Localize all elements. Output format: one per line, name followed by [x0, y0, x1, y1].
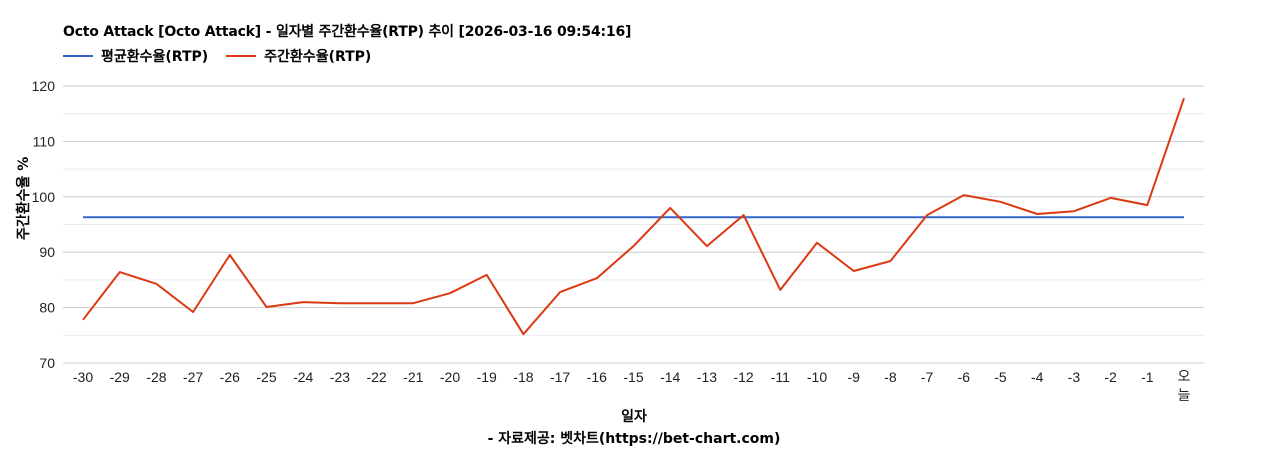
x-tick-label: -15 [623, 369, 643, 385]
gridlines [63, 85, 1204, 364]
x-tick-label: -28 [146, 369, 166, 385]
x-tick-label: -16 [587, 369, 607, 385]
x-tick-label: -5 [994, 369, 1007, 385]
series-lines [82, 97, 1185, 336]
x-tick-label: -4 [1031, 369, 1044, 385]
x-tick-label: 늘 [1178, 387, 1191, 403]
x-tick-label: -19 [477, 369, 497, 385]
legend-label-average: 평균환수율(RTP) [101, 49, 209, 65]
x-tick-label: -13 [697, 369, 717, 385]
x-tick-label: -22 [366, 369, 386, 385]
data-credit: - 자료제공: 벳차트(https://bet-chart.com) [487, 431, 781, 447]
x-tick-label: -20 [440, 369, 460, 385]
y-tick-label: 120 [32, 78, 56, 94]
y-axis-label: 주간환수율 % [16, 156, 32, 240]
y-tick-label: 110 [33, 133, 56, 149]
x-tick-label: -29 [110, 369, 130, 385]
x-tick-label: -25 [256, 369, 276, 385]
x-tick-label: -2 [1104, 369, 1117, 385]
x-tick-label: -11 [771, 369, 790, 385]
x-tick-label: -14 [660, 369, 680, 385]
legend-item-weekly[interactable]: 주간환수율(RTP) [226, 46, 371, 66]
legend-item-average[interactable]: 평균환수율(RTP) [63, 46, 208, 66]
series-line-weekly[interactable] [82, 97, 1185, 336]
x-axis-ticks: -30 -29 -28 -27 -26 -25 -24 -23 -22 -21 -20 -19 -18 -… [73, 368, 1191, 403]
x-tick-label: 오 [1178, 368, 1191, 384]
legend: 평균환수율(RTP) 주간환수율(RTP) [63, 46, 389, 66]
x-tick-label: -17 [550, 369, 570, 385]
x-tick-label: -24 [293, 369, 313, 385]
y-axis-ticks: 70 80 90 100 110 120 [32, 78, 56, 371]
legend-swatch-weekly [226, 55, 257, 57]
x-tick-label: -10 [807, 369, 827, 385]
x-tick-label: -6 [958, 369, 971, 385]
x-tick-label: -27 [183, 369, 203, 385]
chart-title: Octo Attack [Octo Attack] - 일자별 주간환수율(RT… [63, 24, 632, 40]
y-tick-label: 70 [39, 355, 55, 371]
y-tick-label: 80 [39, 300, 55, 316]
x-tick-label: -12 [733, 369, 753, 385]
x-tick-label: -9 [847, 369, 860, 385]
x-tick-label: -1 [1141, 369, 1154, 385]
y-tick-label: 90 [39, 244, 55, 260]
x-tick-label: -30 [73, 369, 93, 385]
x-axis-label: 일자 [621, 409, 647, 425]
x-tick-label: -3 [1068, 369, 1081, 385]
x-tick-label: -26 [220, 369, 240, 385]
legend-label-weekly: 주간환수율(RTP) [264, 49, 372, 65]
legend-swatch-average [63, 55, 93, 57]
x-tick-label: -7 [921, 369, 934, 385]
x-tick-label: -23 [330, 369, 350, 385]
x-tick-label: -8 [884, 369, 897, 385]
x-tick-label: -18 [513, 369, 533, 385]
y-tick-label: 100 [32, 189, 56, 205]
x-tick-label: -21 [403, 369, 423, 385]
